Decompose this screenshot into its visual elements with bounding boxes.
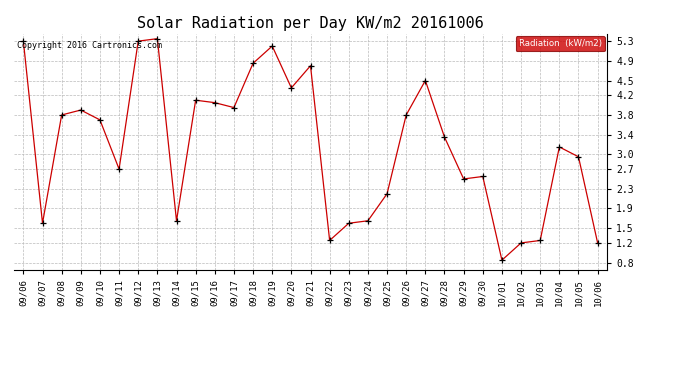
Title: Solar Radiation per Day KW/m2 20161006: Solar Radiation per Day KW/m2 20161006 [137, 16, 484, 31]
Text: Copyright 2016 Cartronics.com: Copyright 2016 Cartronics.com [17, 41, 161, 50]
Legend: Radiation  (kW/m2): Radiation (kW/m2) [515, 36, 604, 51]
